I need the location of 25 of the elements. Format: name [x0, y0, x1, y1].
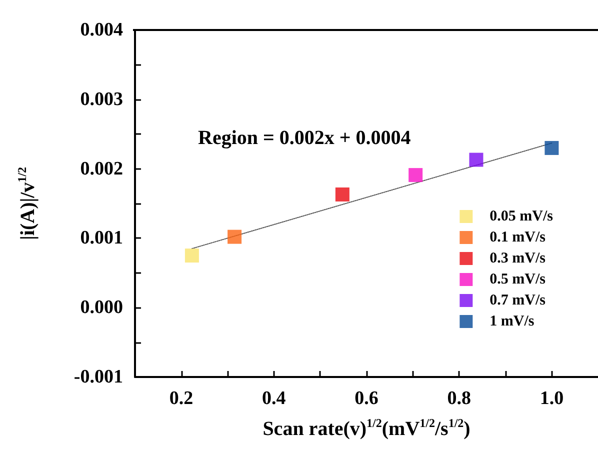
y-tick-label: 0.000 [80, 297, 123, 318]
x-tick-label: 0.6 [354, 388, 378, 409]
legend-label: 1 mV/s [490, 314, 534, 330]
point [408, 168, 423, 182]
y-tick-label: 0.004 [80, 20, 124, 40]
point [184, 248, 199, 263]
legend-label: 0.5 mV/s [490, 272, 546, 288]
x-tick-label: 0.2 [169, 388, 194, 409]
point [335, 187, 350, 202]
y-tick-label: -0.001 [74, 366, 123, 388]
legend-label: 0.3 mV/s [490, 250, 546, 266]
legend-label: 0.05 mV/s [490, 208, 554, 224]
x-tick-label: 0.4 [262, 388, 286, 409]
legend-label: 0.7 mV/s [490, 292, 546, 308]
x-tick-label: 0.8 [447, 388, 471, 409]
annotation: Region = 0.002x + 0.0004 [198, 127, 411, 149]
y-tick-label: 0.003 [80, 88, 123, 110]
x-tick-label: 1.0 [540, 388, 564, 409]
y-axis-title: |i(A)|/v1/2 [15, 166, 39, 240]
y-tick-label: 0.002 [80, 158, 123, 180]
point [228, 230, 242, 244]
legend-label: 0.1 mV/s [490, 230, 546, 246]
point [544, 140, 559, 155]
point [469, 152, 484, 167]
y-tick-label: 0.001 [80, 228, 123, 249]
